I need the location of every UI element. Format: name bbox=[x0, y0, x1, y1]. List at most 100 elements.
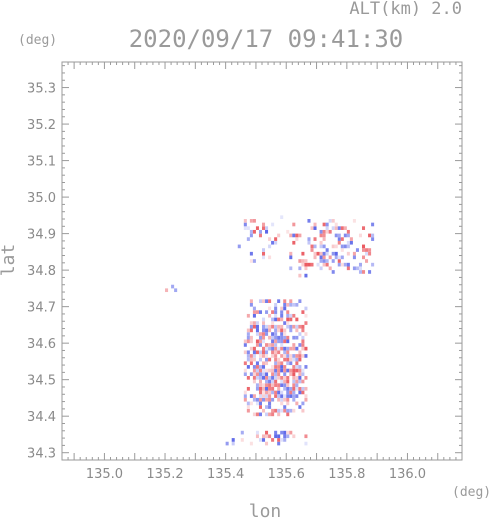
data-cell bbox=[365, 259, 369, 263]
data-cell bbox=[277, 441, 281, 446]
data-cell bbox=[295, 302, 299, 307]
data-cell bbox=[355, 248, 359, 252]
data-cell bbox=[289, 361, 293, 366]
data-cell bbox=[340, 226, 344, 230]
x-tick-label: 135.6 bbox=[268, 467, 305, 482]
data-cell bbox=[171, 284, 175, 289]
data-cell bbox=[283, 394, 287, 398]
data-cell bbox=[304, 397, 308, 402]
data-cell bbox=[271, 343, 275, 347]
data-cell bbox=[277, 350, 281, 355]
data-cell bbox=[265, 383, 269, 387]
data-cell bbox=[277, 357, 281, 362]
data-cell bbox=[243, 361, 247, 366]
data-cell bbox=[252, 379, 256, 384]
data-cell bbox=[286, 324, 290, 329]
data-cell bbox=[277, 324, 281, 329]
data-cell bbox=[265, 441, 269, 446]
data-cell bbox=[265, 361, 269, 366]
data-cell bbox=[292, 222, 296, 227]
data-cell bbox=[301, 368, 305, 373]
data-cell bbox=[265, 226, 269, 230]
data-cell bbox=[331, 226, 335, 230]
data-cell bbox=[310, 248, 314, 252]
data-cell bbox=[292, 434, 296, 439]
data-cell bbox=[265, 372, 269, 377]
data-cell bbox=[258, 383, 262, 387]
data-cell bbox=[231, 438, 235, 442]
data-cell bbox=[258, 372, 262, 377]
data-cell bbox=[298, 266, 302, 271]
x-tick-label: 135.4 bbox=[207, 467, 244, 482]
data-cell bbox=[283, 306, 287, 311]
data-cell bbox=[280, 317, 284, 322]
data-cell bbox=[280, 379, 284, 384]
data-cell bbox=[274, 379, 278, 384]
data-cell bbox=[337, 255, 341, 260]
data-cell bbox=[246, 357, 250, 362]
data-cell bbox=[298, 324, 302, 329]
data-cell bbox=[274, 372, 278, 377]
data-cell bbox=[265, 324, 269, 329]
data-cell bbox=[346, 262, 350, 267]
data-cell bbox=[298, 343, 302, 347]
data-cell bbox=[262, 383, 266, 387]
data-cell bbox=[319, 259, 323, 263]
data-cell bbox=[286, 383, 290, 387]
data-cell bbox=[365, 251, 369, 256]
data-cell bbox=[243, 372, 247, 377]
data-cell bbox=[289, 328, 293, 333]
data-cell bbox=[371, 262, 375, 267]
chart-title: 2020/09/17 09:41:30 bbox=[129, 25, 404, 53]
data-cell bbox=[289, 233, 293, 238]
data-cell bbox=[337, 259, 341, 263]
data-cell bbox=[301, 251, 305, 256]
data-cell bbox=[301, 390, 305, 395]
data-cell bbox=[292, 390, 296, 395]
data-cell bbox=[298, 405, 302, 409]
data-cell bbox=[268, 346, 272, 351]
data-cell bbox=[265, 299, 269, 303]
data-cell bbox=[289, 317, 293, 322]
data-cell bbox=[283, 346, 287, 351]
data-cell bbox=[334, 222, 338, 227]
data-cell bbox=[243, 397, 247, 402]
data-cell bbox=[243, 339, 247, 344]
data-cell bbox=[271, 365, 275, 369]
y-tick-label: 35.2 bbox=[27, 118, 56, 133]
data-cell bbox=[249, 302, 253, 307]
data-cell bbox=[252, 259, 256, 263]
data-cell bbox=[283, 430, 287, 435]
data-cell bbox=[262, 372, 266, 377]
data-cell bbox=[262, 248, 266, 252]
data-cell bbox=[365, 248, 369, 252]
data-cell bbox=[298, 357, 302, 362]
data-cell bbox=[258, 339, 262, 344]
data-cell bbox=[258, 299, 262, 303]
data-cell bbox=[265, 229, 269, 234]
data-cell bbox=[268, 343, 272, 347]
data-cell bbox=[268, 405, 272, 409]
data-cell bbox=[301, 324, 305, 329]
data-cell bbox=[262, 335, 266, 340]
data-cell bbox=[268, 397, 272, 402]
data-cell bbox=[255, 365, 259, 369]
data-cell bbox=[304, 386, 308, 391]
data-cell bbox=[265, 386, 269, 391]
data-cell bbox=[325, 248, 329, 252]
data-cell bbox=[265, 346, 269, 351]
data-cell bbox=[280, 368, 284, 373]
data-cell bbox=[331, 219, 335, 223]
data-cell bbox=[265, 405, 269, 409]
data-cell bbox=[268, 313, 272, 318]
data-cell bbox=[319, 229, 323, 234]
data-cell bbox=[274, 408, 278, 413]
data-cell bbox=[362, 226, 366, 230]
data-cell bbox=[319, 251, 323, 256]
data-cell bbox=[274, 339, 278, 344]
data-cell bbox=[240, 430, 244, 435]
data-cell bbox=[258, 310, 262, 314]
data-cell bbox=[316, 262, 320, 267]
data-cell bbox=[301, 262, 305, 267]
data-cell bbox=[262, 394, 266, 398]
